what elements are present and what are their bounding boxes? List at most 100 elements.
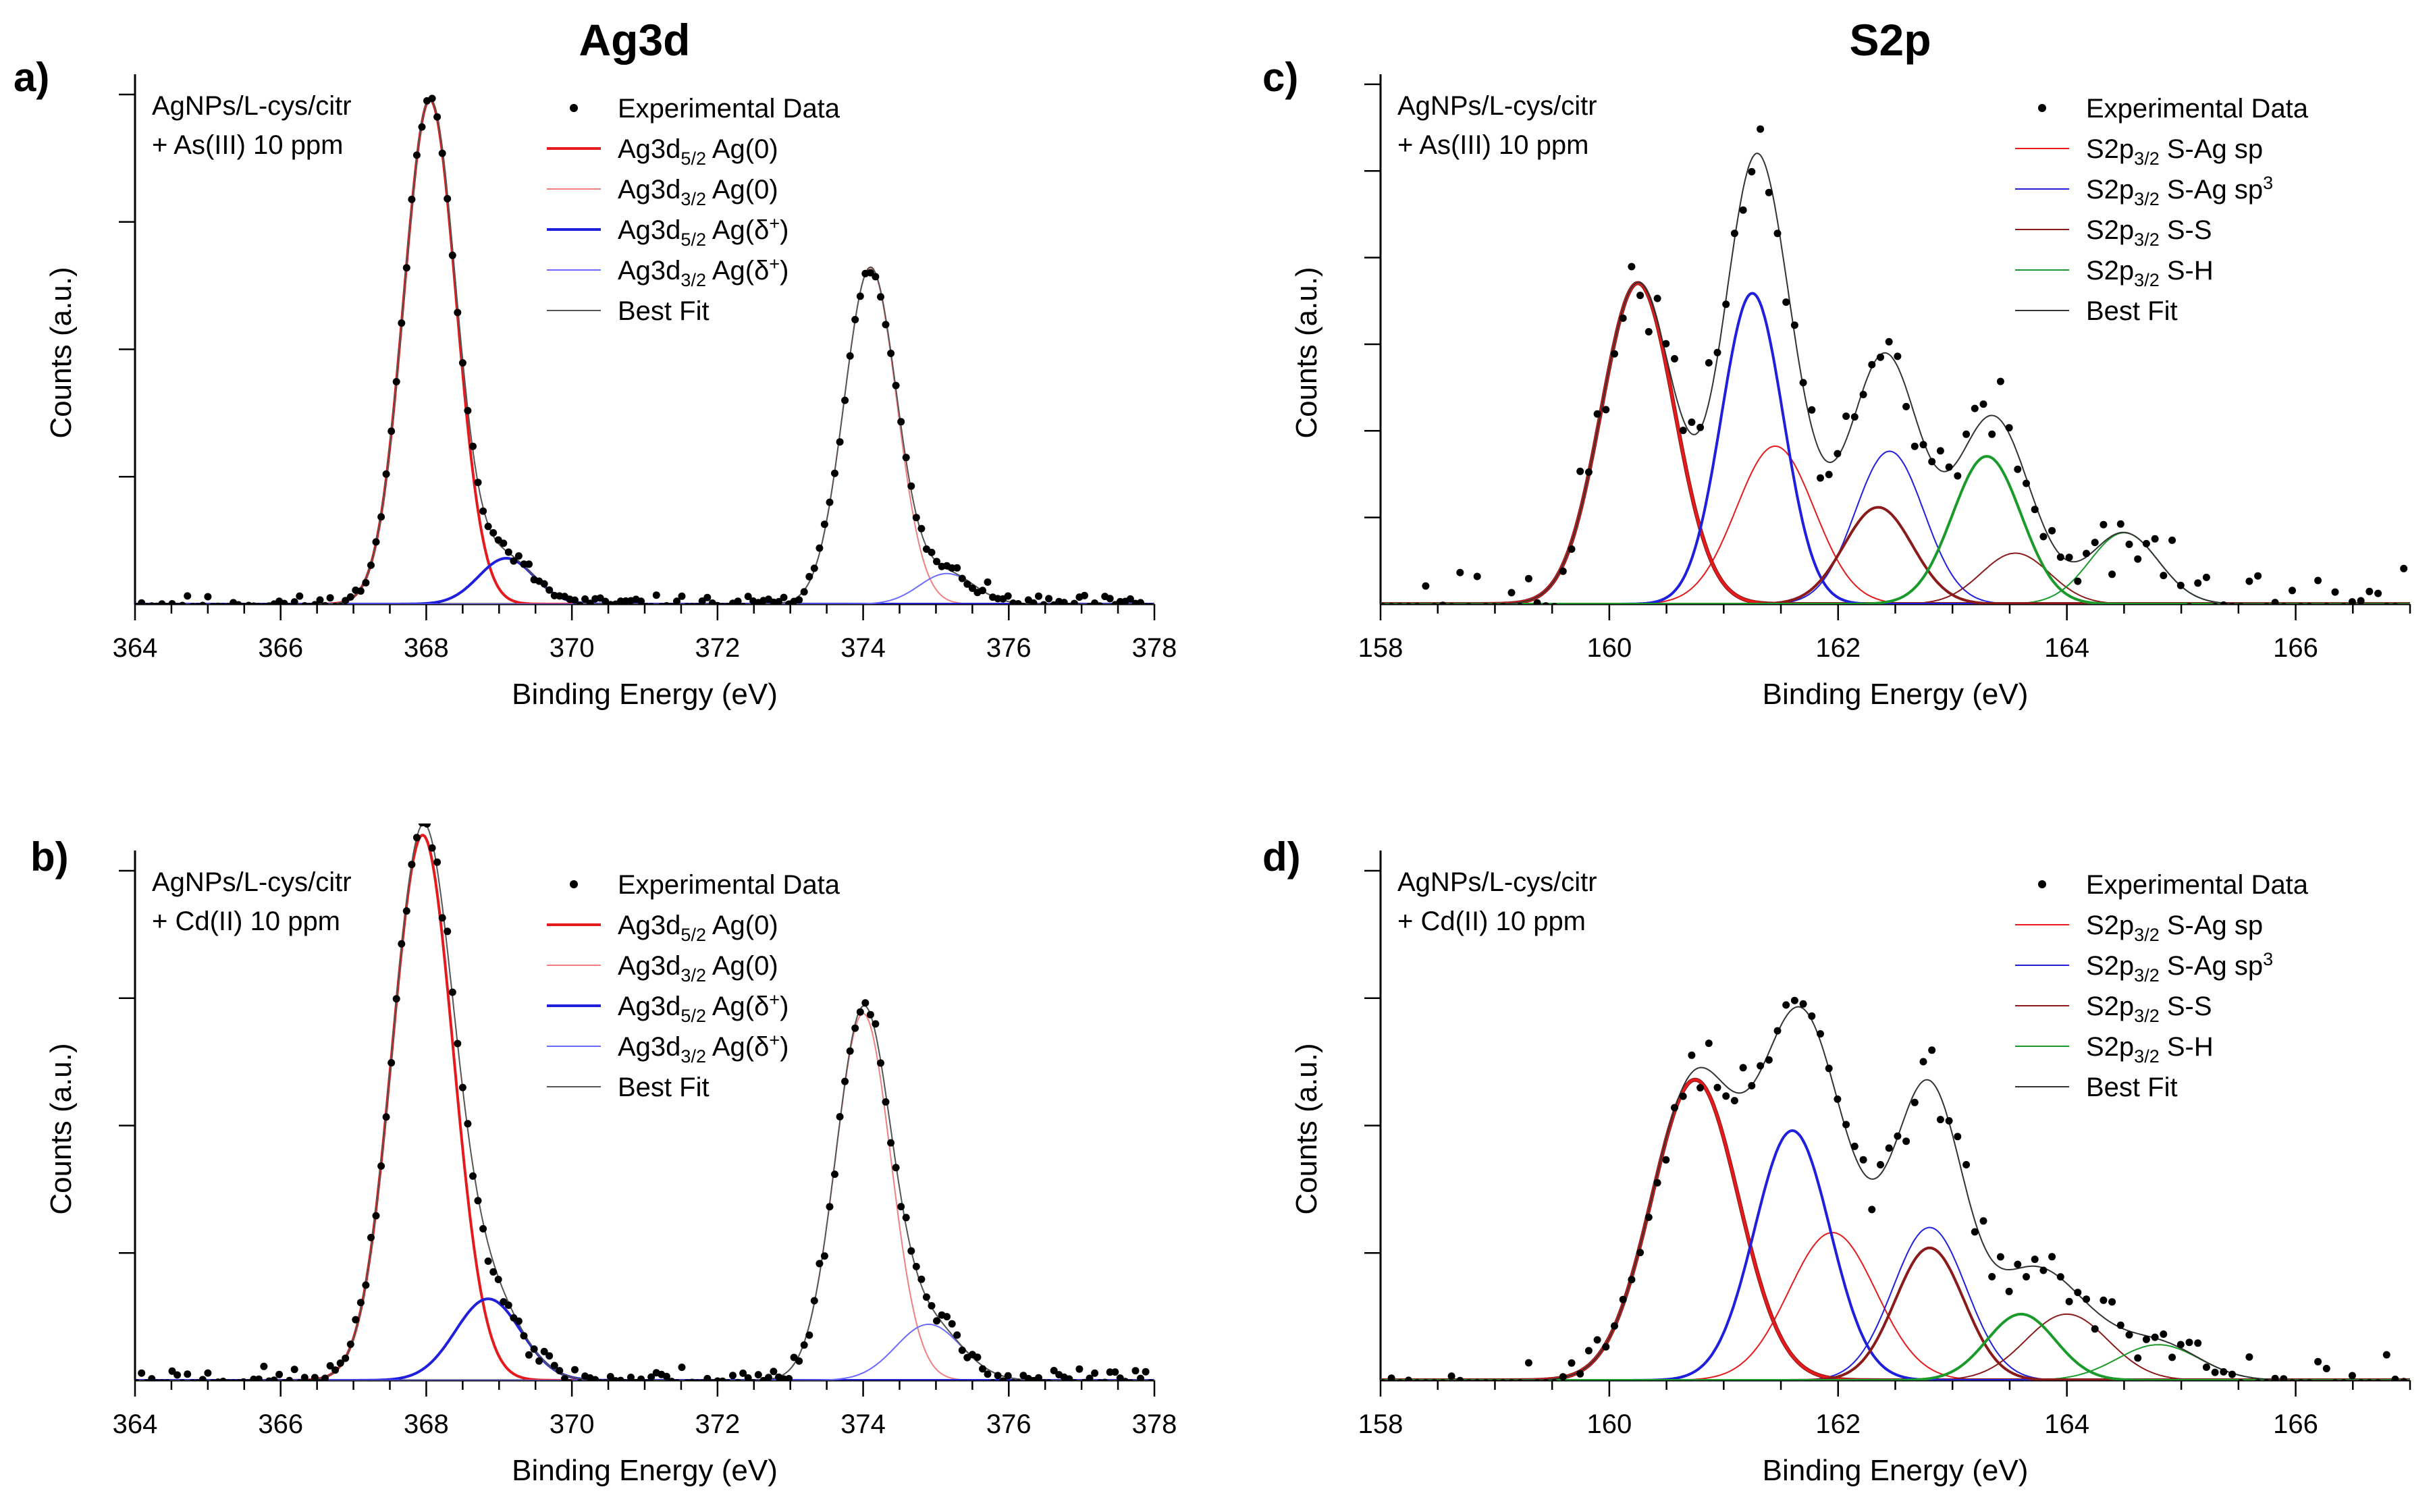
data-point [1773,230,1782,238]
legend-label: Experimental Data [618,94,840,124]
data-point [1885,338,1893,346]
data-point [1397,1379,1403,1380]
data-point [1474,1379,1480,1380]
data-point [306,1379,313,1380]
data-point [1543,1379,1549,1380]
data-point [714,601,721,604]
data-point [2306,603,2312,604]
data-point [1127,1379,1133,1380]
legend-label: Experimental Data [2086,94,2309,124]
data-point [1611,350,1618,358]
data-point [2358,1379,2364,1380]
data-point [2134,555,2142,563]
data-point [734,597,742,604]
data-point [1576,1370,1584,1378]
legend-item: Ag3d3/2 Ag(δ+) [547,1030,789,1066]
data-point [841,396,849,404]
x-tick-label: 162 [1815,633,1861,663]
data-point [144,1379,150,1380]
legend-label: Best Fit [2086,296,2178,326]
data-point [1834,1095,1842,1103]
data-point [382,1113,390,1121]
y-axis-label: Counts (a.u.) [45,267,78,438]
data-point [739,1369,747,1377]
data-point [1414,603,1420,604]
data-point [458,359,466,367]
data-point [448,988,456,996]
data-point [2185,1339,2193,1347]
data-point [387,427,396,435]
data-point [367,1233,375,1241]
data-point [684,1379,690,1380]
legend-label: S2p3/2 S-Ag sp [2086,134,2263,169]
legend-item: Best Fit [547,1073,710,1102]
data-point [699,1379,705,1380]
data-point [2382,1351,2390,1359]
data-point [1070,599,1078,604]
data-point [331,1366,340,1374]
legend-item: Ag3d3/2 Ag(0) [547,951,778,986]
data-point [1782,1001,1790,1009]
data-point [994,1372,1002,1380]
data-point [1111,1368,1119,1376]
data-point [887,350,895,357]
data-point [933,1317,940,1325]
data-point [2125,1331,2133,1339]
component-curve-shadow [1381,281,2410,604]
x-tick-label: 158 [1358,1409,1403,1439]
data-point [2187,603,2192,604]
data-point [215,602,221,604]
data-point [1542,602,1549,604]
legend-label: S2p3/2 S-S [2086,992,2212,1026]
data-point [591,1376,599,1380]
data-point [234,601,242,604]
data-point [362,578,370,587]
legend-label: Ag3d5/2 Ag(δ+) [618,990,789,1026]
data-point [816,544,824,552]
data-point [1834,450,1842,458]
data-point [694,1379,700,1380]
data-point [2264,603,2270,604]
data-point [805,1331,813,1339]
data-point [678,1364,686,1372]
data-point [1954,472,1962,480]
data-point [892,381,900,389]
data-point [290,598,298,604]
data-point [810,1297,818,1305]
component-curve [1381,446,2410,604]
legend-item: S2p3/2 S-Ag sp [2015,911,2263,945]
sample-label: AgNPs/L-cys/citr [1397,867,1597,897]
data-point [2202,573,2210,581]
data-point [1447,1372,1455,1380]
data-point [943,1313,951,1321]
data-point [907,482,915,490]
data-point [1010,1379,1016,1380]
legend-item: S2p3/2 S-Ag sp3 [2015,949,2273,986]
legend-label: Ag3d3/2 Ag(δ+) [618,254,789,290]
data-point [689,603,695,604]
x-tick-label: 160 [1587,633,1632,663]
data-point [2151,1333,2159,1341]
data-point [210,603,216,604]
data-point [2314,1357,2322,1366]
data-point [332,603,338,604]
data-point [1050,1367,1058,1374]
data-point [1739,1064,1747,1072]
data-point [1645,1213,1653,1221]
data-point [198,1376,207,1380]
data-point [668,603,674,604]
data-point [2357,597,2365,604]
x-tick-label: 364 [113,1409,158,1439]
data-point [356,1299,365,1307]
data-point [1808,1012,1816,1020]
data-point [912,514,920,522]
data-point [979,1365,986,1373]
data-point [1422,582,1430,590]
data-point [841,1077,849,1085]
data-point [180,1379,186,1380]
data-point [1066,603,1072,604]
data-point [1877,353,1884,361]
data-point [2332,1379,2338,1380]
data-point [581,595,589,603]
data-point [484,1257,492,1265]
